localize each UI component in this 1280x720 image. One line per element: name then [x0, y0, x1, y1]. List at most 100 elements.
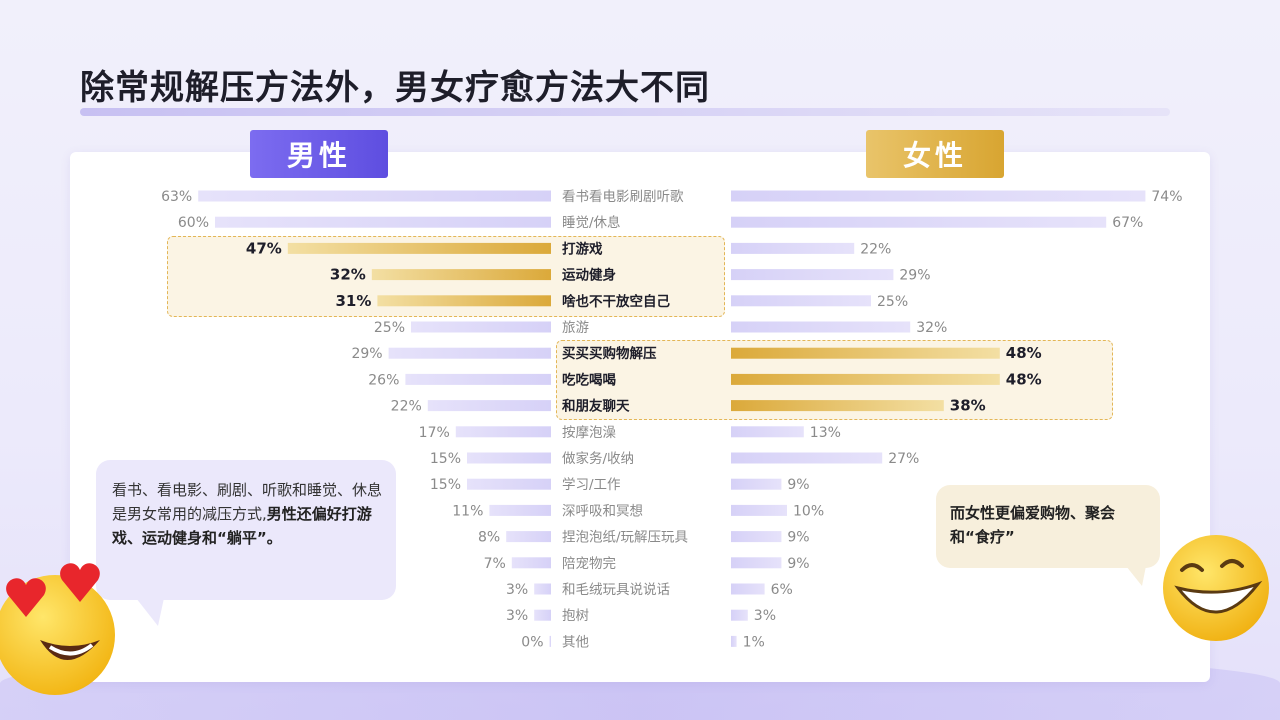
female-bar [731, 373, 1000, 385]
male-value-label: 25% [374, 320, 405, 336]
category-label: 睡觉/休息 [562, 214, 621, 231]
male-bar [287, 242, 551, 254]
female-value-label: 48% [1006, 344, 1042, 362]
grinning-emoji-icon [1163, 535, 1269, 641]
category-label: 吃吃喝喝 [562, 371, 616, 388]
female-value-label: 22% [860, 241, 891, 257]
female-value-label: 6% [771, 582, 793, 598]
male-bar [377, 295, 551, 307]
male-bar [411, 321, 551, 333]
heart-eyes-emoji-icon [0, 563, 115, 695]
male-bar [215, 216, 551, 228]
female-bar [731, 321, 911, 333]
category-label: 旅游 [562, 320, 589, 336]
category-label: 看书看电影刷剧听歌 [562, 189, 684, 205]
category-label: 其他 [562, 634, 589, 650]
female-bar [731, 216, 1107, 228]
female-bar [731, 295, 871, 307]
female-bar [731, 347, 1000, 359]
male-value-label: 63% [161, 189, 192, 205]
male-value-label: 26% [368, 372, 399, 388]
female-bar [731, 452, 883, 464]
female-bar [731, 635, 737, 647]
female-value-label: 9% [787, 530, 809, 546]
female-bar [731, 190, 1146, 202]
category-label: 按摩泡澡 [562, 424, 616, 441]
female-bar [731, 609, 748, 621]
male-value-label: 8% [478, 530, 500, 546]
female-value-label: 32% [916, 320, 947, 336]
male-value-label: 17% [419, 425, 450, 441]
category-label: 和朋友聊天 [562, 398, 630, 415]
male-value-label: 15% [430, 477, 461, 493]
male-value-label: 11% [452, 503, 483, 519]
male-value-label: 32% [330, 266, 366, 284]
female-value-label: 3% [754, 608, 776, 624]
female-value-label: 9% [787, 556, 809, 572]
category-label: 啥也不干放空自己 [562, 293, 670, 310]
left-callout-tail [136, 598, 164, 626]
female-value-label: 67% [1112, 215, 1143, 231]
category-label: 做家务/收纳 [562, 450, 634, 467]
male-bar [388, 347, 551, 359]
male-bar [511, 557, 551, 569]
male-bar [467, 452, 551, 464]
male-bar [506, 531, 551, 543]
female-bar [731, 504, 787, 516]
female-value-label: 9% [787, 477, 809, 493]
male-value-label: 29% [351, 346, 382, 362]
male-bar [489, 504, 551, 516]
category-label: 和毛绒玩具说说话 [562, 582, 670, 598]
female-value-label: 13% [810, 425, 841, 441]
male-value-label: 60% [178, 215, 209, 231]
female-bar [731, 400, 944, 412]
category-label: 陪宠物完 [562, 556, 616, 572]
category-label: 运动健身 [562, 267, 616, 284]
female-bar [731, 426, 804, 438]
female-value-label: 74% [1151, 189, 1182, 205]
male-bar [467, 478, 551, 490]
male-value-label: 31% [335, 292, 371, 310]
male-value-label: 3% [506, 608, 528, 624]
female-bar [731, 242, 855, 254]
left-callout-text: 看书、看电影、刷剧、听歌和睡觉、休息是男女常用的减压方式, [112, 481, 383, 523]
right-callout-text: 而女性更偏爱购物、聚会和“食疗” [950, 504, 1116, 546]
female-label: 女性 [866, 130, 1004, 178]
left-callout-bold-text: 男性还偏好打游戏、运动健身和“躺平”。 [112, 505, 372, 547]
male-bar [534, 609, 551, 621]
male-bar [549, 635, 551, 647]
right-callout: 而女性更偏爱购物、聚会和“食疗” [936, 485, 1160, 586]
male-bar [405, 373, 551, 385]
male-value-label: 47% [246, 239, 282, 257]
female-value-label: 25% [877, 294, 908, 310]
male-bar [455, 426, 551, 438]
female-value-label: 48% [1006, 370, 1042, 388]
page-title: 除常规解压方法外，男女疗愈方法大不同 [80, 68, 710, 108]
male-bar [371, 269, 551, 281]
left-callout: 看书、看电影、刷剧、听歌和睡觉、休息是男女常用的减压方式,男性还偏好打游戏、运动… [96, 460, 396, 626]
category-label: 学习/工作 [562, 477, 621, 493]
title-underline [80, 108, 1170, 116]
male-value-label: 0% [521, 634, 543, 650]
male-bar [427, 400, 551, 412]
female-value-label: 27% [888, 451, 919, 467]
category-label: 买买买购物解压 [562, 345, 657, 362]
male-label: 男性 [250, 130, 388, 178]
male-value-label: 7% [484, 556, 506, 572]
category-label: 捏泡泡纸/玩解压玩具 [562, 530, 688, 546]
female-bar [731, 531, 782, 543]
female-bar [731, 583, 765, 595]
category-label: 深呼吸和冥想 [562, 503, 643, 519]
female-value-label: 29% [899, 268, 930, 284]
female-value-label: 10% [793, 503, 824, 519]
female-bar [731, 557, 782, 569]
female-bar [731, 269, 894, 281]
female-value-label: 38% [950, 397, 986, 415]
female-value-label: 1% [743, 634, 765, 650]
category-label: 打游戏 [562, 240, 603, 257]
right-callout-tail [1126, 566, 1146, 586]
male-value-label: 15% [430, 451, 461, 467]
male-bar [534, 583, 551, 595]
category-label: 抱树 [562, 608, 589, 624]
